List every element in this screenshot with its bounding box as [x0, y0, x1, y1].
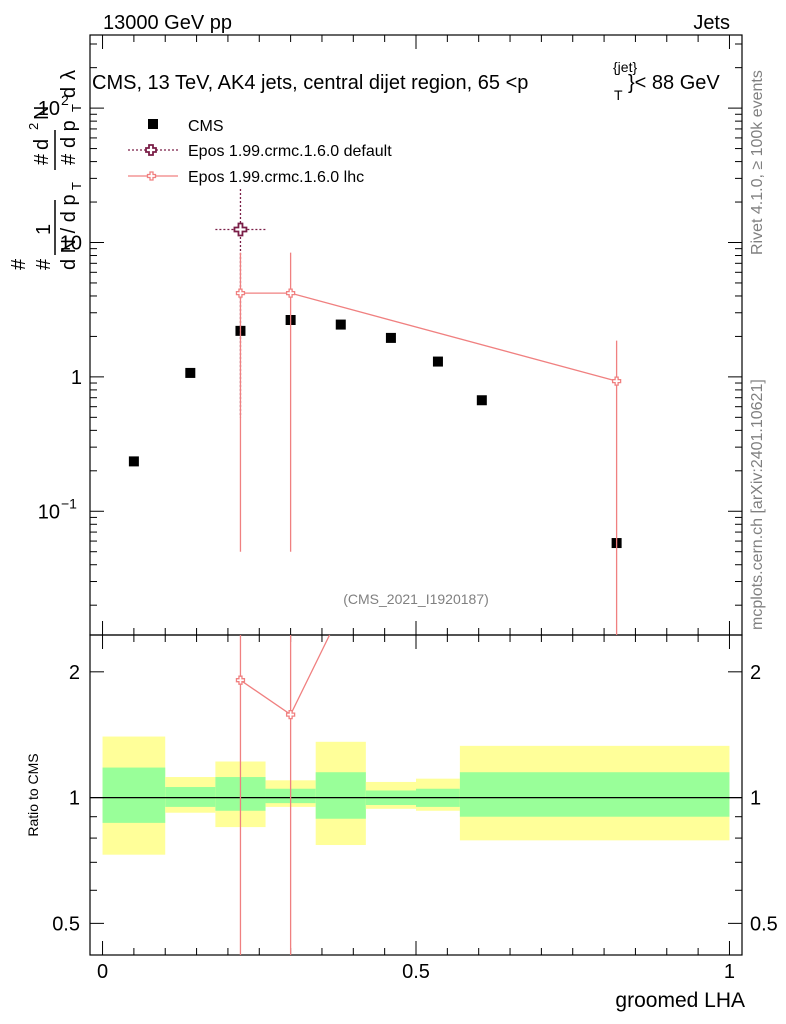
- ratio-ytick-label-right: 2: [750, 662, 761, 684]
- green-band-bin-0: [102, 767, 166, 823]
- svg-text:d: d: [31, 139, 53, 150]
- ratio-y-axis-label: Ratio to CMS: [25, 753, 41, 836]
- ratio-ytick-label-left: 2: [69, 662, 80, 684]
- cms-point-6: [432, 356, 443, 367]
- legend-marker-epos-default: [128, 144, 178, 156]
- svg-text:T: T: [69, 104, 84, 112]
- svg-text:N: N: [31, 106, 53, 120]
- svg-text:d p: d p: [58, 120, 80, 148]
- cms-point-7: [476, 395, 487, 406]
- ratio-epos-lhc-point-1: [285, 709, 296, 720]
- legend-marker-cms: [148, 119, 158, 129]
- ratio-epos-lhc-line: [240, 634, 331, 716]
- ratio-ytick-label-right: 0.5: [750, 913, 778, 935]
- ratio-epos-lhc-point-0: [235, 675, 246, 685]
- x-axis-label: groomed LHA: [615, 989, 745, 1012]
- main-ytick-label: 10: [38, 501, 60, 523]
- green-band-bin-7: [459, 772, 730, 817]
- legend-marker-epos-lhc: [128, 171, 178, 181]
- legend-label-epos-default: Epos 1.99.crmc.1.6.0 default: [188, 143, 392, 160]
- main-ytick-exponent: −1: [61, 495, 77, 511]
- svg-text:#: #: [8, 258, 30, 270]
- title-text: CMS, 13 TeV, AK4 jets, central dijet reg…: [92, 72, 528, 94]
- header-left-label: 13000 GeV pp: [103, 12, 232, 34]
- main-ytick-label: 10: [38, 98, 60, 120]
- xtick-label: 0: [97, 961, 108, 983]
- green-band-bin-1: [165, 787, 216, 807]
- ratio-ytick-label-left: 0.5: [52, 913, 80, 935]
- data-marks: [128, 189, 622, 955]
- header-right-label: Jets: [693, 12, 730, 34]
- epos-lhc-point-1: [285, 288, 296, 298]
- mcplots-source-label: mcplots.cern.ch [arXiv:2401.10621]: [749, 379, 766, 630]
- svg-text:2: 2: [26, 123, 41, 130]
- svg-text:λ: λ: [58, 70, 80, 80]
- title-subscript: T: [614, 87, 623, 103]
- epos-lhc-line: [240, 292, 617, 382]
- ratio-uncertainty-bands: [102, 736, 730, 855]
- svg-text:d N / d p: d N / d p: [58, 194, 80, 270]
- title-superscript: {jet}: [613, 59, 637, 75]
- main-ytick-exponent: 2: [61, 92, 69, 108]
- title-end: }< 88 GeV: [628, 72, 720, 94]
- rivet-version-label: Rivet 4.1.0, ≥ 100k events: [749, 70, 766, 255]
- svg-text:#: #: [58, 153, 80, 165]
- ratio-ytick-label-right: 1: [750, 788, 761, 810]
- xtick-label: 1: [724, 961, 735, 983]
- svg-text:#: #: [31, 153, 53, 165]
- legend-label-epos-lhc: Epos 1.99.crmc.1.6.0 lhc: [188, 169, 364, 186]
- svg-text:T: T: [69, 182, 84, 190]
- cms-point-4: [335, 319, 346, 330]
- ratio-ytick-label-left: 1: [69, 788, 80, 810]
- cms-point-1: [185, 367, 196, 378]
- svg-text:#: #: [33, 258, 55, 270]
- cms-point-5: [385, 332, 396, 343]
- analysis-watermark: (CMS_2021_I1920187): [343, 591, 489, 607]
- main-ytick-label: 1: [71, 367, 82, 389]
- legend-label-cms: CMS: [188, 118, 224, 135]
- epos-lhc-point-0: [235, 288, 246, 298]
- svg-text:d: d: [58, 87, 80, 98]
- legend: CMS Epos 1.99.crmc.1.6.0 default Epos 1.…: [128, 118, 392, 186]
- x-ticks: 0 0.5 1: [97, 35, 735, 983]
- ratio-y-ticks: 0.5 0.5 1 1 2 2: [52, 662, 778, 936]
- epos-default-point-0: [233, 222, 248, 237]
- main-title: CMS, 13 TeV, AK4 jets, central dijet reg…: [92, 59, 720, 103]
- green-band-bin-4: [315, 772, 366, 819]
- svg-text:1: 1: [33, 224, 55, 235]
- xtick-label: 0.5: [402, 961, 430, 983]
- cms-point-0: [128, 456, 139, 467]
- main-ytick-label: 10: [60, 232, 82, 254]
- epos-lhc-point-2: [611, 376, 622, 386]
- main-y-axis-label: # 1 # d N / d p T # d 2 N # d p T d λ: [8, 70, 84, 270]
